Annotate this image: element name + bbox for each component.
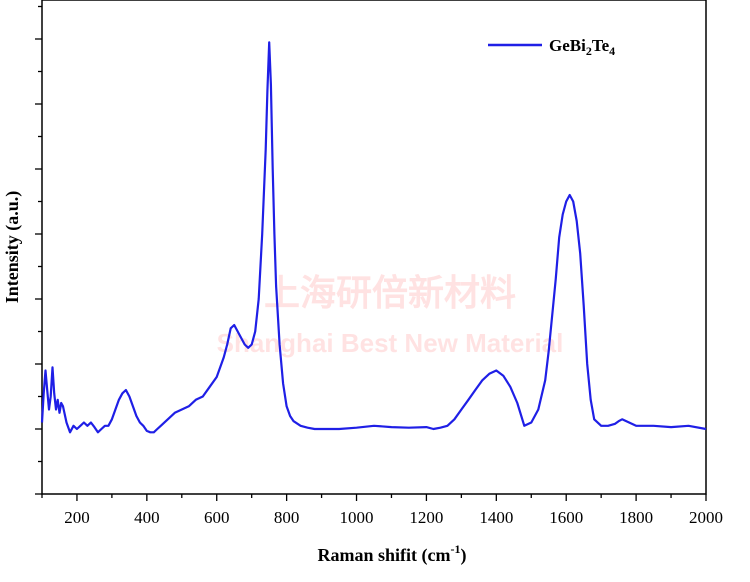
x-tick-label: 2000 bbox=[689, 508, 723, 527]
x-tick-label: 1400 bbox=[479, 508, 513, 527]
legend-label: GeBi2Te4 bbox=[549, 36, 615, 58]
x-tick-label: 1600 bbox=[549, 508, 583, 527]
y-axis-title: Intensity (a.u.) bbox=[2, 191, 23, 304]
legend: GeBi2Te4 bbox=[488, 36, 615, 58]
x-tick-label: 800 bbox=[274, 508, 300, 527]
x-axis-title: Raman shifit (cm-1) bbox=[318, 542, 467, 566]
x-tick-label: 400 bbox=[134, 508, 160, 527]
x-axis-ticks bbox=[41, 494, 707, 501]
watermark-chinese: 上海研倍新材料 bbox=[264, 273, 516, 314]
x-tick-label: 1000 bbox=[340, 508, 374, 527]
plot-frame bbox=[41, 0, 707, 495]
x-tick-label: 200 bbox=[64, 508, 90, 527]
series-line-gebi2te4 bbox=[40, 41, 707, 434]
x-tick-label: 1800 bbox=[619, 508, 653, 527]
watermark: 上海研倍新材料 Shanghai Best New Material bbox=[217, 273, 564, 358]
x-tick-label: 1200 bbox=[409, 508, 443, 527]
x-axis-tick-labels: 200 400 600 800 1000 1200 1400 1600 1800 2000 bbox=[64, 508, 723, 527]
watermark-english: Shanghai Best New Material bbox=[217, 328, 564, 358]
x-tick-label: 600 bbox=[204, 508, 230, 527]
y-axis-ticks bbox=[35, 5, 42, 495]
